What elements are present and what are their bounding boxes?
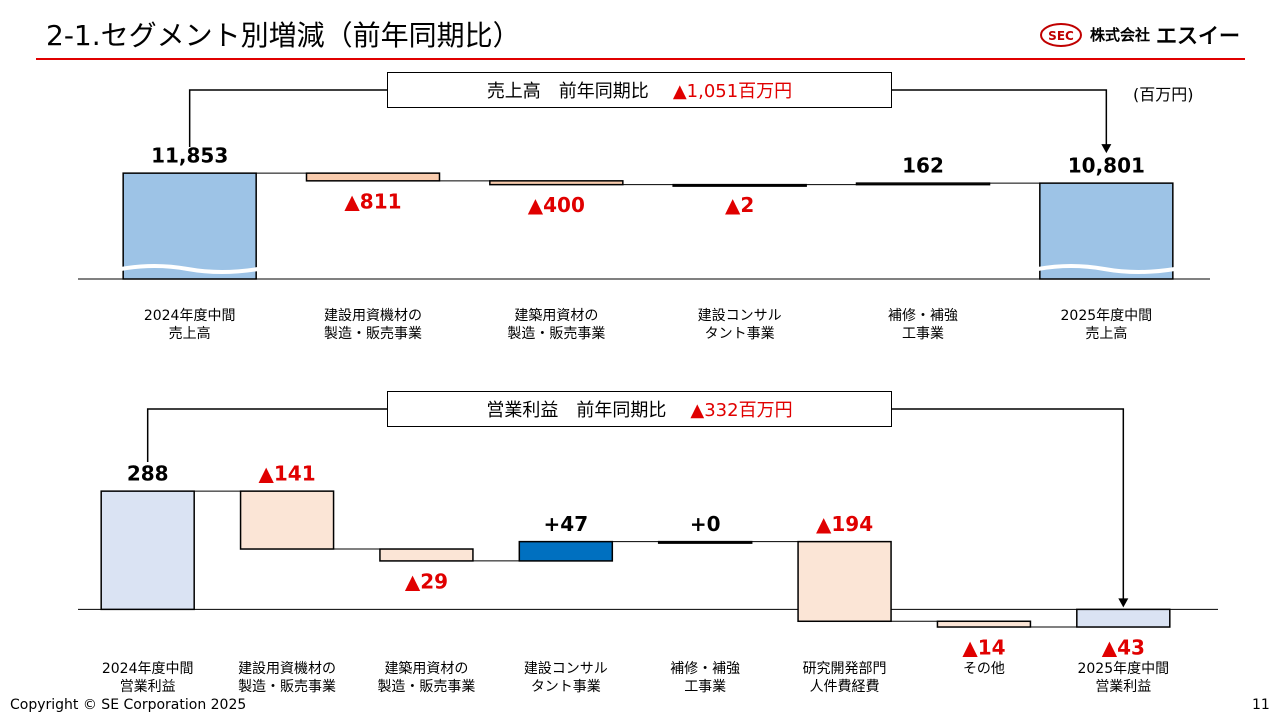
summary-value: ▲1,051百万円 [672, 81, 793, 102]
copyright: Copyright © SE Corporation 2025 [10, 697, 247, 713]
value-label: 162 [902, 154, 944, 178]
x-tick-label: 2024年度中間 売上高 [143, 308, 236, 342]
axis-break [120, 264, 259, 274]
value-label: ▲811 [344, 189, 401, 213]
bar [797, 540, 892, 623]
arrow-head [1118, 598, 1129, 608]
bar [489, 180, 624, 186]
x-tick-label: 2024年度中間 営業利益 [101, 661, 194, 695]
value-label: 11,853 [151, 144, 228, 168]
axis-break [1037, 264, 1176, 274]
value-label: ▲194 [816, 512, 873, 536]
x-tick-label: 建設コンサル タント事業 [697, 308, 782, 342]
summary-label: 売上高 前年同期比 [486, 81, 649, 102]
bar [122, 172, 257, 280]
company: 株式会社 [1090, 26, 1151, 44]
summary-box: 営業利益 前年同期比 ▲332百万円 [387, 391, 892, 427]
summary-connector [892, 408, 1125, 600]
x-tick-label: 補修・補強 工事業 [888, 308, 958, 342]
value-label: ▲2 [725, 193, 754, 217]
logo-oval [1040, 23, 1082, 47]
x-tick-label: 建築用資材の 製造・販売事業 [377, 661, 476, 695]
x-tick-label: 建設コンサル タント事業 [523, 661, 608, 695]
summary-connector [188, 89, 387, 147]
value-label: 10,801 [1068, 154, 1145, 178]
value-label: +47 [544, 512, 589, 536]
page-number: 11 [1252, 697, 1270, 713]
x-tick-label: 研究開発部門 人件費経費 [802, 661, 887, 695]
bar [305, 172, 441, 182]
logo-mark: SEC [1048, 29, 1074, 43]
x-tick-label: 2025年度中間 営業利益 [1077, 661, 1170, 695]
x-tick-label: 2025年度中間 売上高 [1060, 308, 1153, 342]
summary-label: 営業利益 前年同期比 [486, 400, 667, 421]
value-label: 288 [127, 462, 169, 486]
summary-box: 売上高 前年同期比 ▲1,051百万円 [387, 72, 892, 108]
value-label: ▲14 [962, 636, 1005, 660]
value-label: ▲141 [258, 462, 315, 486]
bar [657, 540, 753, 544]
unit: (百万円) [1133, 85, 1194, 104]
value-label: ▲29 [405, 569, 448, 593]
x-tick-label: その他 [962, 661, 1005, 677]
value-label: +0 [690, 512, 721, 536]
x-tick-label: 補修・補強 工事業 [670, 661, 741, 695]
x-tick-label: 建築用資材の 製造・販売事業 [507, 308, 606, 342]
bar [855, 182, 991, 186]
title: 2-1.セグメント別増減（前年同期比） [46, 19, 521, 52]
arrow-head [1101, 144, 1112, 154]
summary-connector [892, 89, 1108, 146]
value-label: ▲400 [528, 193, 585, 217]
company-name: エスイー [1156, 24, 1240, 48]
bar [518, 540, 614, 562]
bar [1076, 608, 1171, 628]
bar [239, 490, 335, 550]
x-tick-label: 建設用資機材の 製造・販売事業 [238, 661, 337, 695]
summary-connector [146, 408, 387, 462]
value-label: ▲43 [1102, 636, 1145, 660]
bar [936, 620, 1032, 628]
bar [100, 490, 195, 611]
bar [1039, 182, 1174, 280]
summary-value: ▲332百万円 [690, 400, 793, 421]
bar [672, 183, 807, 187]
x-tick-label: 建設用資機材の 製造・販売事業 [324, 308, 422, 342]
bar [379, 548, 474, 562]
